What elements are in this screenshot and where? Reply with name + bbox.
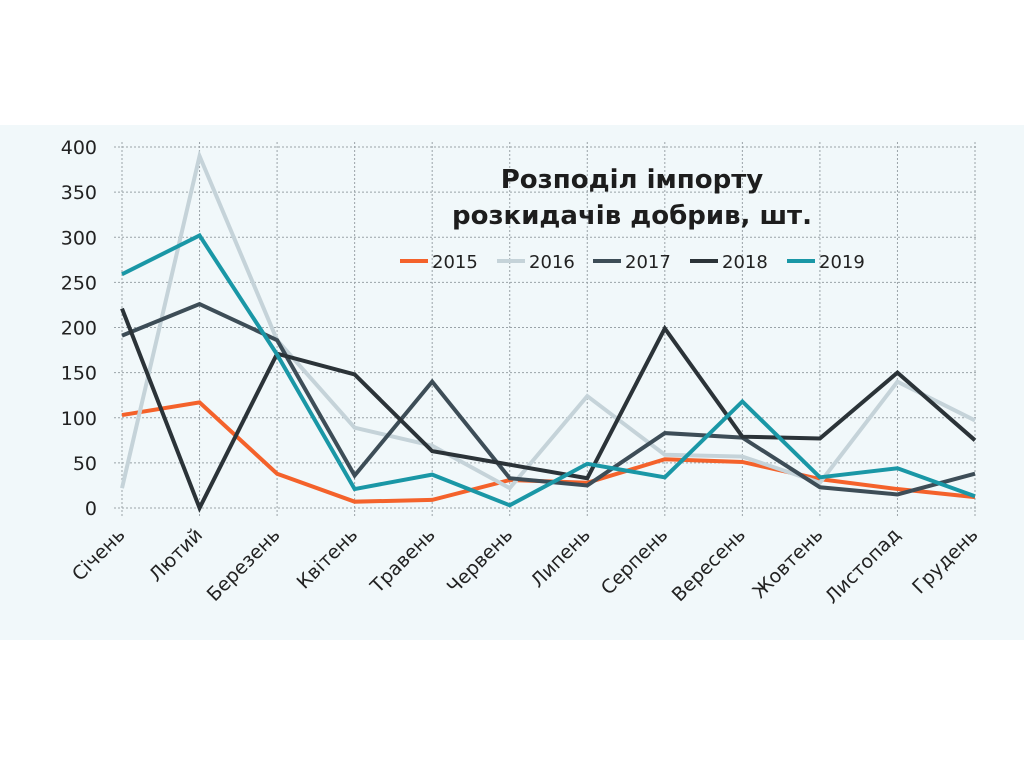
y-tick-label: 150 [61, 363, 97, 385]
x-tick-label: Січень [68, 524, 130, 586]
x-tick-label: Вересень [668, 524, 750, 606]
series-line-2017 [121, 301, 976, 497]
y-tick-label: 50 [73, 453, 97, 475]
x-tick-label: Березень [203, 524, 285, 606]
y-tick-label: 100 [61, 408, 97, 430]
x-tick-label: Серпень [597, 524, 672, 599]
y-tick-label: 400 [61, 137, 97, 159]
y-tick-label: 300 [61, 227, 97, 249]
y-tick-label: 200 [61, 318, 97, 340]
legend-label-2017: 2017 [625, 252, 671, 273]
chart-background [0, 125, 1024, 640]
y-axis-ticks: 0 50 100 150 200 250 300 350 400 [61, 137, 97, 520]
legend-label-2015: 2015 [432, 252, 478, 273]
chart-title-line-1: Розподіл імпорту [501, 165, 764, 195]
y-tick-label: 250 [61, 272, 97, 294]
legend: 2015 2016 2017 2018 2019 [400, 252, 865, 273]
series-line-2018 [120, 307, 977, 513]
y-tick-label: 350 [61, 182, 97, 204]
y-tick-label: 0 [85, 498, 97, 520]
x-tick-label: Грудень [908, 524, 982, 598]
legend-label-2016: 2016 [529, 252, 575, 273]
x-tick-label: Травень [366, 524, 440, 598]
legend-label-2019: 2019 [819, 252, 865, 273]
grid [114, 142, 977, 518]
legend-label-2018: 2018 [722, 252, 768, 273]
x-tick-label: Квітень [293, 524, 363, 594]
x-tick-label: Листопад [821, 524, 905, 608]
x-tick-label: Лютий [145, 524, 207, 586]
x-tick-label: Жовтень [748, 524, 827, 603]
series-line-2019 [121, 232, 976, 508]
series-lines [120, 149, 977, 513]
series-line-2016 [120, 149, 976, 491]
chart-title-line-2: розкидачів добрив, шт. [452, 201, 812, 231]
x-tick-label: Червень [443, 524, 517, 598]
x-tick-label: Липень [527, 524, 595, 592]
